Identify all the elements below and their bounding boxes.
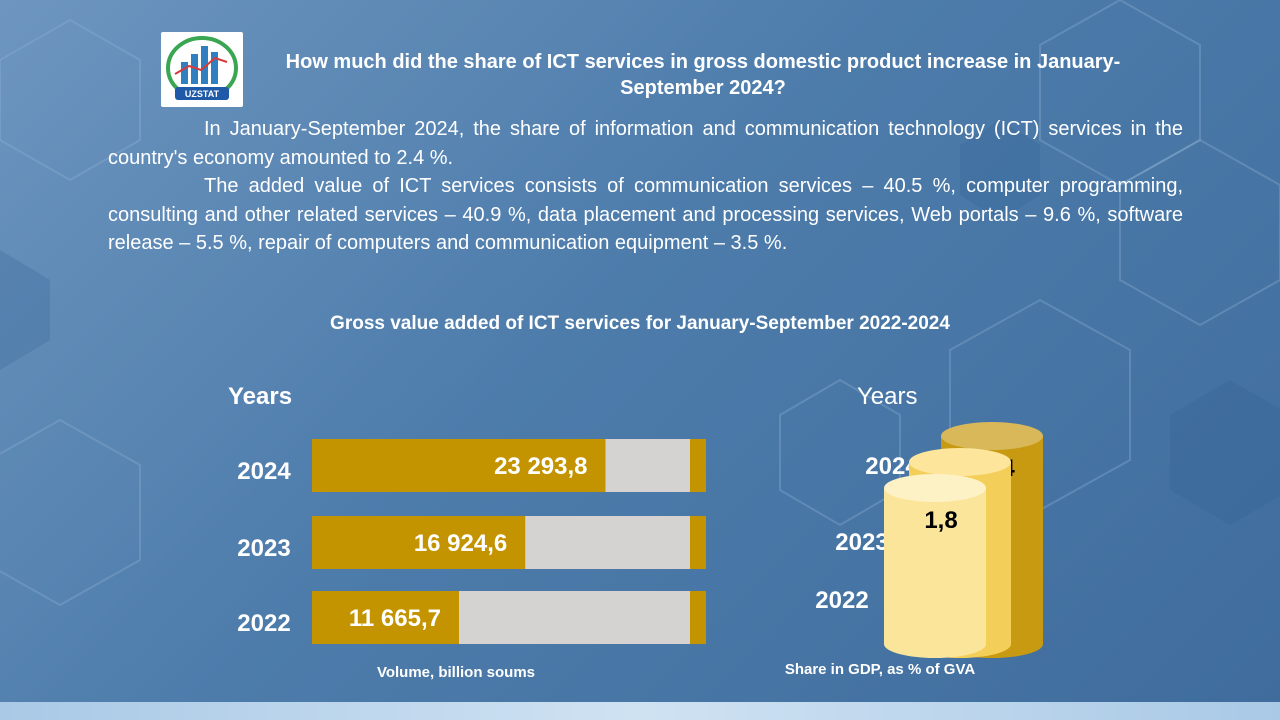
cylinder-year-label-2023: 2023	[835, 529, 888, 556]
body-text: In January-September 2024, the share of …	[108, 115, 1183, 258]
cylinder-top-2024	[941, 422, 1043, 450]
bar-2022	[312, 591, 459, 644]
cylinder-top-2023	[909, 448, 1011, 476]
bar-chart: Years 23 293,8 2024 16 924,6 2023 11 665,7 20…	[228, 383, 706, 681]
logo-text: UZSTAT	[185, 89, 220, 99]
cylinder-2022: 1,8	[884, 474, 986, 658]
bar-value-label-2024: 23 293,8	[494, 453, 587, 480]
cylinder-value-label-2022: 1,8	[924, 507, 957, 534]
bar-end-cap-2024	[690, 439, 706, 492]
bar-category-label-2022: 2022	[237, 610, 290, 637]
bar-value-label-2023: 16 924,6	[414, 530, 507, 557]
bar-category-label-2024: 2024	[237, 458, 291, 485]
bar-chart-unit-label: Volume, billion soums	[377, 664, 535, 681]
cylinder-chart-unit-label: Share in GDP, as % of GVA	[785, 661, 976, 678]
cylinder-top-2022	[884, 474, 986, 502]
bar-end-cap-2023	[690, 516, 706, 569]
cylinder-body-2022	[884, 488, 986, 658]
bar-category-label-2023: 2023	[237, 535, 290, 562]
uzstat-logo: UZSTAT	[161, 32, 243, 107]
paragraph-share: In January-September 2024, the share of …	[108, 118, 1183, 169]
bar-value-label-2022: 11 665,7	[349, 605, 441, 632]
bottom-strip	[0, 702, 1280, 720]
bar-chart-axis-label: Years	[228, 383, 292, 410]
cylinder-year-label-2022: 2022	[815, 587, 868, 614]
bar-end-cap-2022	[690, 591, 706, 644]
bar-2023	[312, 516, 526, 569]
cylinder-chart-axis-label: Years	[857, 383, 918, 410]
chart-title: Gross value added of ICT services for Ja…	[330, 313, 950, 334]
paragraph-structure: The added value of ICT services consists…	[108, 175, 1183, 254]
bar-2024	[312, 439, 606, 492]
page-title: How much did the share of ICT services i…	[285, 51, 1121, 99]
